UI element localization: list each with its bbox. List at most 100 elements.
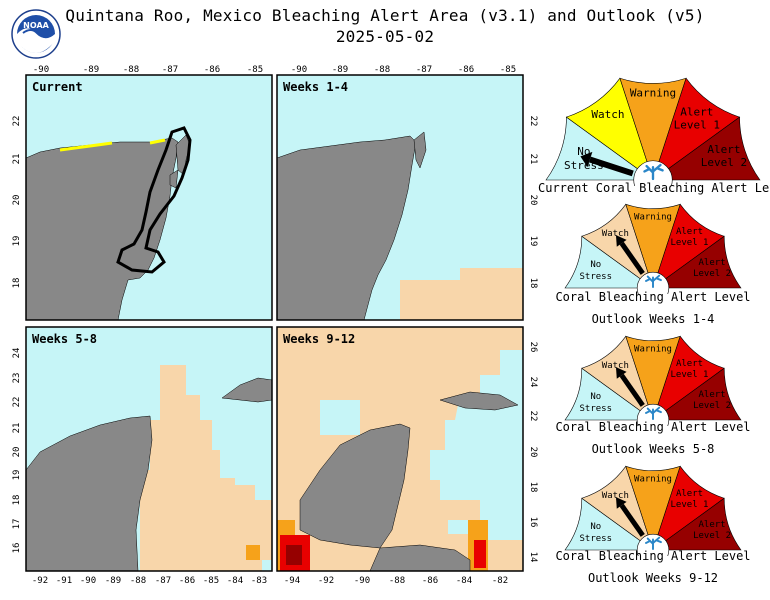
svg-text:20: 20 — [528, 447, 538, 458]
noaa-logo: NOAA — [11, 9, 61, 59]
coral-icon — [644, 274, 662, 288]
panel-label-weeks-5-8: Weeks 5-8 — [32, 332, 97, 346]
svg-text:-86: -86 — [179, 576, 195, 586]
svg-text:-85: -85 — [203, 576, 219, 586]
gauge-label-alert1: Alert — [676, 359, 703, 369]
svg-text:-86: -86 — [458, 65, 474, 75]
gauge-label-warning: Warning — [634, 212, 672, 222]
svg-text:18: 18 — [12, 495, 22, 506]
svg-text:16: 16 — [528, 517, 538, 528]
svg-text:19: 19 — [12, 470, 22, 481]
svg-text:20: 20 — [12, 195, 22, 206]
svg-text:-92: -92 — [318, 576, 334, 586]
svg-text:21: 21 — [12, 423, 22, 434]
svg-text:-84: -84 — [227, 576, 243, 586]
panel-current: Current -90 -89 -88 -87 -86 -85 22 21 20… — [12, 65, 273, 321]
svg-text:24: 24 — [12, 348, 22, 359]
gauge-caption: Outlook Weeks 9-12 — [587, 571, 719, 585]
svg-text:-87: -87 — [416, 65, 432, 75]
svg-text:-90: -90 — [80, 576, 96, 586]
svg-text:-91: -91 — [56, 576, 72, 586]
gauge-label-alert1: Level 1 — [671, 500, 709, 510]
svg-text:16: 16 — [12, 543, 22, 554]
gauge-pointer-head — [580, 151, 593, 168]
svg-text:-85: -85 — [500, 65, 516, 75]
svg-text:-89: -89 — [332, 65, 348, 75]
panel-label-current: Current — [32, 80, 83, 94]
svg-text:-85: -85 — [247, 65, 263, 75]
gauge-label-watch: Watch — [602, 361, 629, 371]
svg-text:26: 26 — [528, 342, 538, 353]
svg-text:18: 18 — [528, 482, 538, 493]
svg-text:-87: -87 — [162, 65, 178, 75]
gauge-pointer — [588, 156, 634, 177]
gauge-label-warning: Warning — [630, 87, 676, 100]
svg-text:-87: -87 — [155, 576, 171, 586]
svg-text:-83: -83 — [251, 576, 267, 586]
gauge-label-alert1: Alert — [676, 489, 703, 499]
coral-icon — [644, 406, 662, 420]
gauge-caption: Current Coral Bleaching Alert Level — [538, 181, 770, 195]
watch-area — [400, 280, 523, 320]
gauge-label-alert2: Alert — [707, 143, 740, 156]
svg-text:14: 14 — [528, 552, 538, 563]
gauge-label-watch: Watch — [602, 229, 629, 239]
watch-area — [140, 365, 272, 571]
gauge-label-watch: Watch — [602, 491, 629, 501]
svg-text:-88: -88 — [374, 65, 390, 75]
svg-text:19: 19 — [528, 236, 538, 247]
gauge-label-no-stress: No — [590, 392, 601, 402]
svg-text:20: 20 — [528, 195, 538, 206]
gauge-label-alert2: Level 2 — [701, 156, 747, 169]
svg-text:-88: -88 — [389, 576, 405, 586]
svg-text:22: 22 — [528, 411, 538, 422]
gauge-label-alert1: Alert — [680, 106, 713, 119]
gauge-pointer-head — [615, 367, 627, 379]
gauge-label-alert1: Level 1 — [671, 238, 709, 248]
svg-text:-89: -89 — [105, 576, 121, 586]
gauge-caption: Coral Bleaching Alert Level — [555, 549, 751, 563]
gauge-label-no-stress: Stress — [580, 534, 613, 544]
panel-weeks-5-8: Weeks 5-8 24 23 22 21 20 19 18 17 16 -92… — [12, 326, 273, 586]
svg-text:-89: -89 — [83, 65, 99, 75]
gauge-caption: Outlook Weeks 1-4 — [591, 312, 715, 326]
page-date: 2025-05-02 — [335, 27, 435, 46]
svg-text:22: 22 — [12, 397, 22, 408]
gauge-label-alert2: Alert — [698, 258, 725, 268]
svg-text:-92: -92 — [32, 576, 48, 586]
panel-label-weeks-9-12: Weeks 9-12 — [283, 332, 355, 346]
current-watch-coast — [59, 141, 113, 152]
gauge-label-alert1: Level 1 — [674, 119, 720, 132]
gauge-caption: Coral Bleaching Alert Level — [555, 290, 751, 304]
gauge-label-alert2: Alert — [698, 390, 725, 400]
coral-icon — [644, 536, 662, 550]
gauge-caption: Coral Bleaching Alert Level — [555, 420, 751, 434]
gauge-pointer — [619, 503, 645, 537]
gauge-label-watch: Watch — [591, 108, 624, 121]
gauge-label-no-stress: No — [590, 522, 601, 532]
svg-text:19: 19 — [12, 236, 22, 247]
logo-text: NOAA — [23, 21, 49, 30]
svg-text:18: 18 — [12, 278, 22, 289]
gauge-pointer-head — [615, 235, 627, 247]
svg-text:-90: -90 — [291, 65, 307, 75]
panel-weeks-9-12: Weeks 9-12 26 24 22 20 18 16 14 -94 -92 … — [276, 326, 538, 586]
gauge-label-no-stress: Stress — [580, 404, 613, 414]
svg-text:17: 17 — [12, 519, 22, 530]
svg-text:21: 21 — [12, 154, 22, 165]
svg-text:24: 24 — [528, 377, 538, 388]
svg-text:22: 22 — [12, 116, 22, 127]
svg-text:-86: -86 — [422, 576, 438, 586]
gauge-label-no-stress: Stress — [580, 272, 613, 282]
gauge-label-alert1: Level 1 — [671, 370, 709, 380]
gauge-label-alert2: Level 2 — [693, 401, 731, 411]
svg-text:20: 20 — [12, 447, 22, 458]
alert2-area — [286, 545, 302, 565]
gauge-label-alert2: Level 2 — [693, 269, 731, 279]
svg-text:-82: -82 — [492, 576, 508, 586]
gauge-label-no-stress: No — [590, 260, 601, 270]
